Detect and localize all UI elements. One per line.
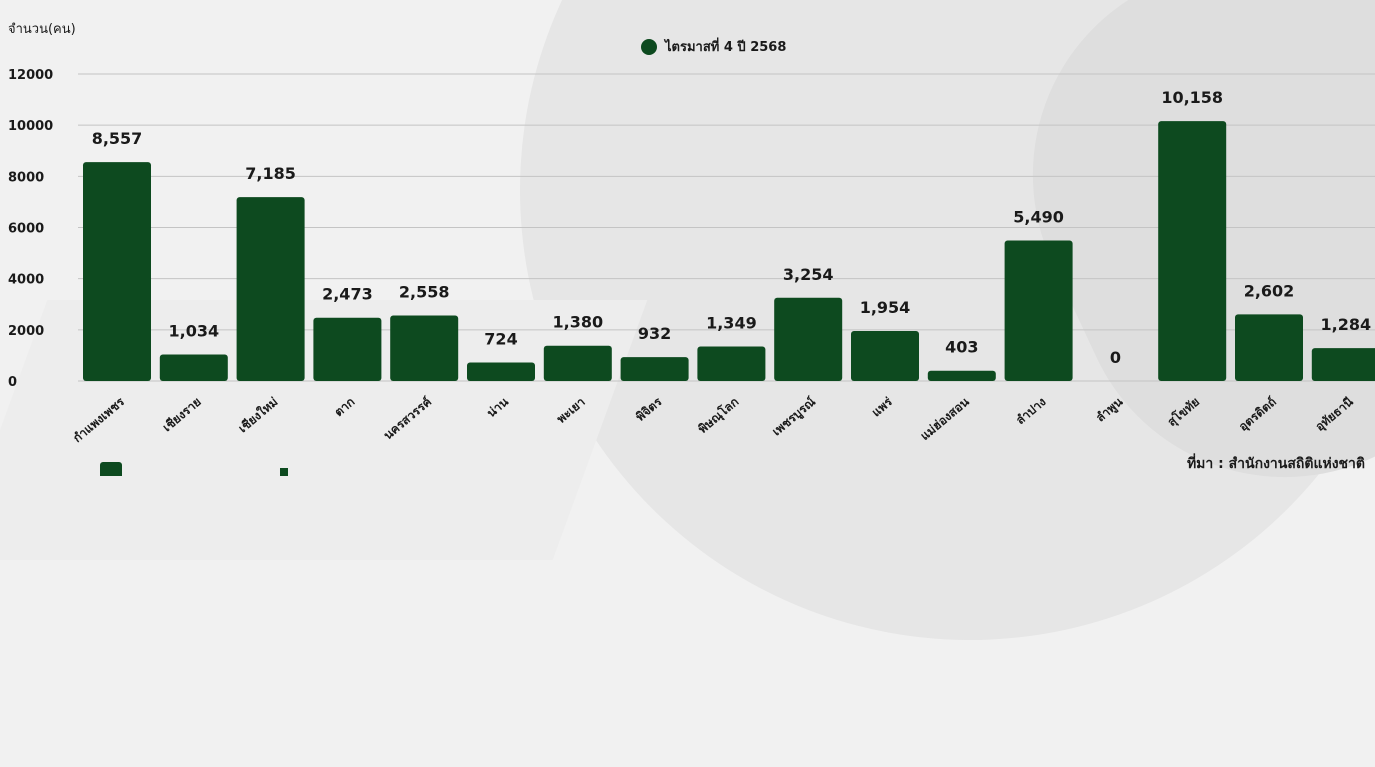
- x-tick-label: ลำพูน: [1093, 394, 1126, 425]
- x-tick-label: สุโขทัย: [1164, 394, 1203, 430]
- y-tick-label: 12000: [8, 68, 53, 83]
- bar: [313, 317, 382, 381]
- x-tick-label: พะเยา: [554, 395, 588, 426]
- legend-marker: [641, 38, 657, 55]
- y-tick-label: 6000: [8, 222, 44, 237]
- data-label: 5,490: [1013, 208, 1064, 227]
- bar: [390, 315, 459, 381]
- bar-chart: 0 2000 4000 6000 8000 10000 12000 8,557 กำแพงเพช…: [8, 68, 1375, 445]
- y-tick-label: 8000: [8, 170, 44, 185]
- bar: [1311, 348, 1375, 381]
- cut-off-graphic: [100, 462, 122, 476]
- bar: [927, 370, 996, 381]
- bar: [774, 297, 843, 381]
- x-tick-label: ลำปาง: [1013, 394, 1048, 427]
- data-label: 1,954: [860, 298, 911, 317]
- x-tick-label: พิษณุโลก: [695, 394, 742, 437]
- y-tick-label: 2000: [8, 324, 44, 339]
- data-label: 10,158: [1161, 88, 1223, 107]
- legend-label: ไตรมาสที่ 4 ปี 2568: [665, 40, 787, 55]
- bar: [467, 362, 535, 381]
- x-tick-label: ตาก: [332, 395, 358, 420]
- x-tick-label: นครสวรรค์: [381, 395, 434, 443]
- data-label: 403: [945, 338, 978, 357]
- x-tick-label: เชียงใหม่: [235, 394, 281, 436]
- bar: [697, 346, 766, 381]
- data-label: 2,602: [1244, 281, 1295, 300]
- bar: [1004, 240, 1073, 381]
- data-label: 1,034: [168, 322, 219, 341]
- legend: ไตรมาสที่ 4 ปี 2568: [641, 36, 786, 57]
- data-label: 932: [638, 324, 671, 343]
- x-tick-label: อุตรดิตถ์: [1236, 395, 1280, 435]
- data-label: 1,349: [706, 313, 757, 332]
- data-label: 8,557: [92, 129, 143, 148]
- x-tick-label: อุทัยธานี: [1313, 394, 1357, 435]
- x-tick-label: กำแพงเพชร: [70, 394, 127, 445]
- data-label: 724: [484, 329, 517, 348]
- y-tick-label: 10000: [8, 119, 53, 134]
- bar: [543, 345, 612, 381]
- data-label: 3,254: [783, 265, 834, 284]
- data-label: 1,380: [552, 313, 603, 332]
- bar: [83, 162, 151, 381]
- bar: [159, 354, 228, 381]
- x-tick-label: น่าน: [484, 394, 511, 420]
- data-label: 2,473: [322, 285, 373, 304]
- bar: [1235, 314, 1303, 381]
- y-tick-label: 4000: [8, 273, 44, 288]
- bar: [1158, 121, 1227, 381]
- source-note: ที่มา : สำนักงานสถิติแห่งชาติ: [1186, 456, 1365, 472]
- x-tick-label: แม่ฮ่องสอน: [918, 394, 973, 443]
- data-label: 7,185: [245, 164, 296, 183]
- y-axis-label: จำนวน(คน): [8, 22, 76, 37]
- x-tick-label: แพร่: [869, 394, 895, 419]
- bar: [620, 357, 689, 381]
- x-tick-label: เพชรบูรณ์: [769, 395, 818, 440]
- data-label: 1,284: [1320, 315, 1371, 334]
- data-label: 0: [1110, 348, 1121, 367]
- data-label: 2,558: [399, 283, 450, 302]
- bar: [236, 197, 305, 381]
- y-tick-label: 0: [8, 375, 17, 390]
- bar: [851, 331, 919, 381]
- x-tick-label: พิจิตร: [633, 394, 665, 424]
- cut-off-graphic: [280, 468, 288, 476]
- x-tick-label: เชียงราย: [160, 395, 204, 435]
